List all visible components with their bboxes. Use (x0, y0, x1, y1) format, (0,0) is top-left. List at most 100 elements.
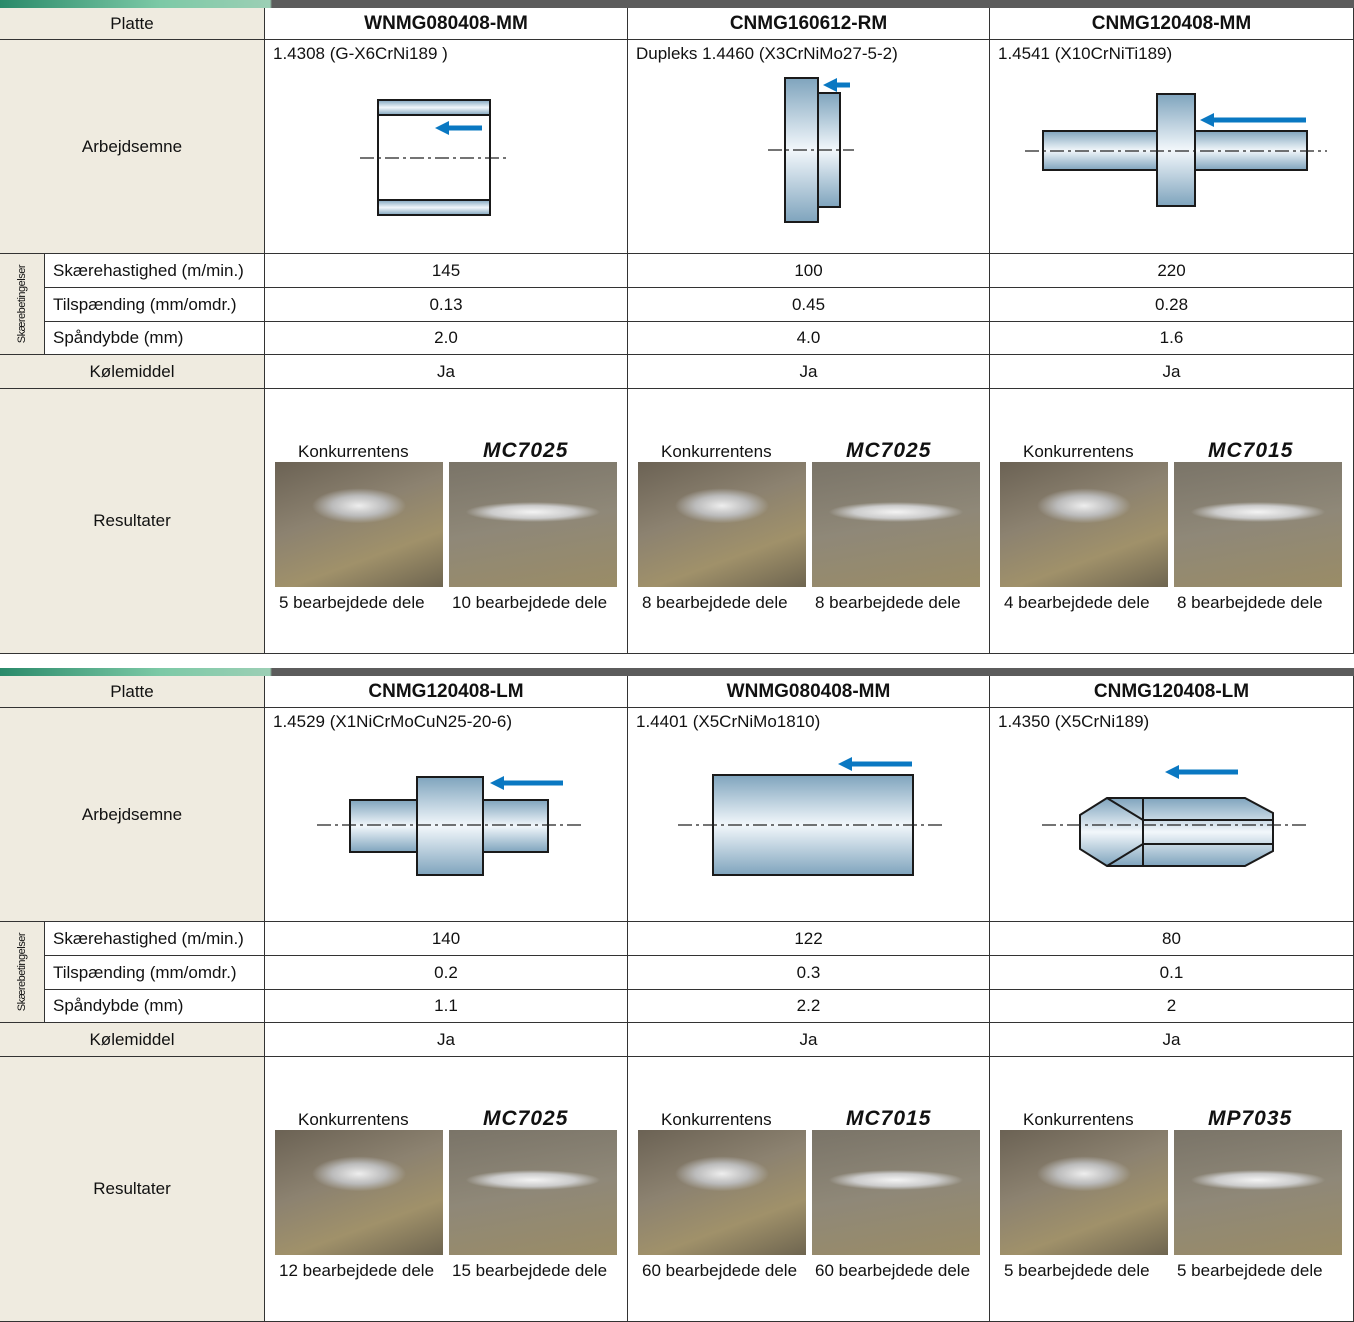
row-label: Kølemiddel (0, 355, 265, 389)
insert-header: CNMG120408-LM (990, 676, 1354, 708)
insert-header: WNMG080408-MM (265, 8, 628, 40)
photo (812, 1130, 980, 1255)
photo (638, 462, 806, 587)
photo (812, 462, 980, 587)
insert-header: CNMG120408-LM (265, 676, 628, 708)
group-cell: Skærebetingelser (0, 254, 45, 355)
insert-header: CNMG160612-RM (628, 8, 990, 40)
parts-label: 5 bearbejdede dele (279, 593, 425, 612)
row-label: Kølemiddel (0, 1023, 265, 1057)
group-label: Skærebetingelser (16, 932, 28, 1012)
header-label: Platte (0, 676, 265, 708)
parts-label: 10 bearbejdede dele (452, 593, 608, 612)
material: Dupleks 1.4460 (X3CrNiMo27-5-2) (636, 44, 898, 63)
condition-label: Spåndybde (mm) (45, 990, 265, 1023)
coolant-value: Ja (628, 1023, 990, 1057)
material: 1.4529 (X1NiCrMoCuN25-20-6) (273, 712, 513, 731)
parts-label: 8 bearbejdede dele (642, 593, 788, 612)
coolant-value: Ja (265, 1023, 628, 1057)
parts-label: 15 bearbejdede dele (452, 1261, 608, 1280)
condition-label: Spåndybde (mm) (45, 322, 265, 355)
parts-label: 5 bearbejdede dele (1004, 1261, 1150, 1280)
photo (1000, 1130, 1168, 1255)
condition-label: Tilspænding (mm/omdr.) (45, 956, 265, 990)
condition-value: 80 (990, 922, 1354, 956)
competitor-label: Konkurrentens (298, 1110, 409, 1129)
workpiece-drawing (1025, 93, 1327, 207)
grade-label: MC7025 (846, 439, 932, 462)
condition-value: 2.2 (628, 990, 990, 1023)
material: 1.4308 (G-X6CrNi189 ) (273, 44, 448, 63)
coolant-value: Ja (265, 355, 628, 389)
grade-label: MC7025 (483, 439, 569, 462)
parts-label: 5 bearbejdede dele (1177, 1261, 1323, 1280)
condition-value: 0.2 (265, 956, 628, 990)
workpiece-drawing (1042, 765, 1308, 867)
condition-value: 145 (265, 254, 628, 288)
competitor-label: Konkurrentens (661, 442, 772, 461)
condition-value: 0.28 (990, 288, 1354, 322)
condition-label: Skærehastighed (m/min.) (45, 922, 265, 956)
header-label: Platte (0, 8, 265, 40)
coolant-value: Ja (628, 355, 990, 389)
material: 1.4401 (X5CrNiMo1810) (636, 712, 821, 731)
section-bar (0, 0, 1354, 8)
condition-label: Tilspænding (mm/omdr.) (45, 288, 265, 322)
photo (1174, 1130, 1342, 1255)
row-label: Arbejdsemne (0, 40, 265, 254)
condition-value: 0.45 (628, 288, 990, 322)
competitor-label: Konkurrentens (1023, 1110, 1134, 1129)
coolant-value: Ja (990, 355, 1354, 389)
photo (275, 1130, 443, 1255)
condition-value: 1.1 (265, 990, 628, 1023)
material: 1.4350 (X5CrNi189) (998, 712, 1150, 731)
parts-label: 8 bearbejdede dele (1177, 593, 1323, 612)
workpiece-cell: 1.4350 (X5CrNi189) (990, 708, 1354, 922)
parts-label: 60 bearbejdede dele (642, 1261, 798, 1280)
condition-value: 0.1 (990, 956, 1354, 990)
group-label: Skærebetingelser (16, 264, 28, 344)
condition-value: 0.13 (265, 288, 628, 322)
coolant-value: Ja (990, 1023, 1354, 1057)
competitor-label: Konkurrentens (1023, 442, 1134, 461)
results-cell: Konkurrentens MC7025 5 bearbejdede dele 10 … (265, 389, 628, 654)
results-cell: Konkurrentens MP7035 5 bearbejdede dele 5 b… (990, 1057, 1354, 1322)
condition-value: 140 (265, 922, 628, 956)
parts-label: 12 bearbejdede dele (279, 1261, 435, 1280)
workpiece-cell: Dupleks 1.4460 (X3CrNiMo27-5-2) (628, 40, 990, 254)
parts-label: 8 bearbejdede dele (815, 593, 961, 612)
photo (1000, 462, 1168, 587)
row-label: Arbejdsemne (0, 708, 265, 922)
results-cell: Konkurrentens MC7015 60 bearbejdede dele 60… (628, 1057, 990, 1322)
material: 1.4541 (X10CrNiTi189) (998, 44, 1173, 63)
workpiece-drawing (317, 776, 583, 876)
group-cell: Skærebetingelser (0, 922, 45, 1023)
insert-header: WNMG080408-MM (628, 676, 990, 708)
results-cell: Konkurrentens MC7025 8 bearbejdede dele 8 b… (628, 389, 990, 654)
section-bar (0, 668, 1354, 676)
photo (449, 462, 617, 587)
workpiece-cell: 1.4541 (X10CrNiTi189) (990, 40, 1354, 254)
row-label: Resultater (0, 389, 265, 654)
workpiece-drawing (768, 77, 854, 223)
grade-label: MC7015 (846, 1107, 932, 1130)
condition-value: 4.0 (628, 322, 990, 355)
photo (449, 1130, 617, 1255)
condition-value: 1.6 (990, 322, 1354, 355)
condition-label: Skærehastighed (m/min.) (45, 254, 265, 288)
grade-label: MC7025 (483, 1107, 569, 1130)
parts-label: 60 bearbejdede dele (815, 1261, 971, 1280)
condition-value: 2.0 (265, 322, 628, 355)
competitor-label: Konkurrentens (298, 442, 409, 461)
photo (275, 462, 443, 587)
workpiece-cell: 1.4529 (X1NiCrMoCuN25-20-6) (265, 708, 628, 922)
condition-value: 220 (990, 254, 1354, 288)
condition-value: 100 (628, 254, 990, 288)
competitor-label: Konkurrentens (661, 1110, 772, 1129)
condition-value: 2 (990, 990, 1354, 1023)
photo (1174, 462, 1342, 587)
insert-header: CNMG120408-MM (990, 8, 1354, 40)
grade-label: MC7015 (1208, 439, 1294, 462)
condition-value: 122 (628, 922, 990, 956)
workpiece-drawing (360, 99, 510, 216)
